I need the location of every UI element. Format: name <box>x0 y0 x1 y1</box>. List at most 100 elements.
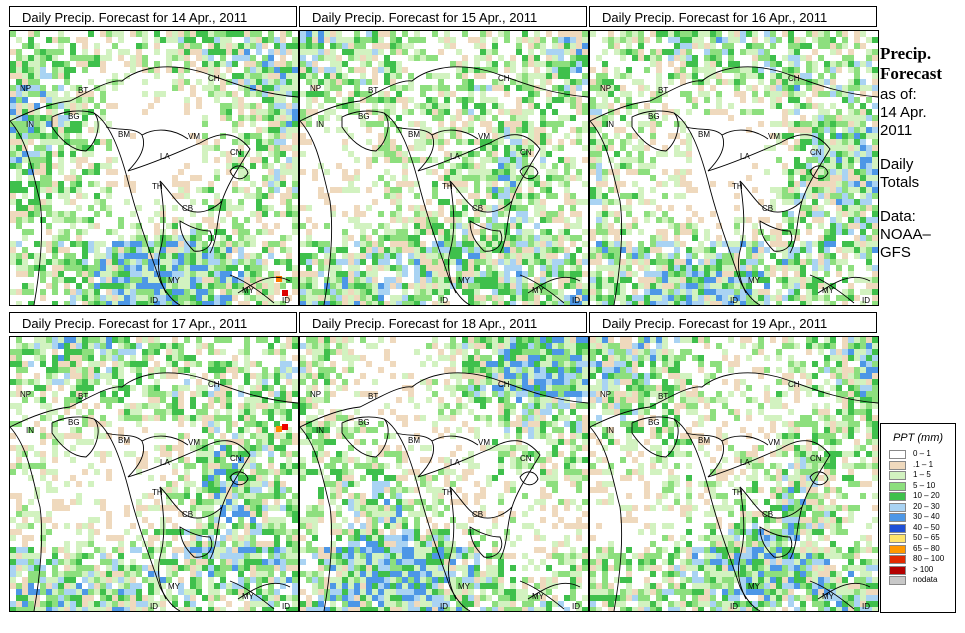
precip-cell <box>414 259 420 265</box>
precip-cell <box>274 133 280 139</box>
precip-cell <box>830 199 836 205</box>
precip-cell <box>324 253 330 259</box>
precip-cell <box>190 421 196 427</box>
precip-cell <box>710 247 716 253</box>
precip-cell <box>390 235 396 241</box>
precip-cell <box>366 295 372 301</box>
precip-cell <box>462 235 468 241</box>
precip-cell <box>46 241 52 247</box>
precip-cell <box>800 241 806 247</box>
precip-cell <box>564 253 570 259</box>
precip-cell <box>818 175 824 181</box>
precip-cell <box>82 355 88 361</box>
precip-cell <box>558 67 564 73</box>
precip-cell <box>360 97 366 103</box>
precip-cell <box>82 295 88 301</box>
precip-cell <box>516 127 522 133</box>
precip-cell <box>360 49 366 55</box>
precip-cell <box>462 151 468 157</box>
precip-cell <box>318 43 324 49</box>
precip-cell <box>590 133 596 139</box>
precip-cell <box>166 31 172 37</box>
precip-cell <box>450 91 456 97</box>
precip-cell <box>620 259 626 265</box>
precip-cell <box>608 259 614 265</box>
precip-cell <box>782 193 788 199</box>
precip-cell <box>836 205 842 211</box>
precip-cell <box>686 283 692 289</box>
precip-cell <box>172 67 178 73</box>
precip-cell <box>88 223 94 229</box>
precip-cell <box>644 199 650 205</box>
precip-cell <box>286 247 292 253</box>
precip-cell <box>262 229 268 235</box>
precip-cell <box>668 289 674 295</box>
precip-cell <box>570 79 576 85</box>
precip-cell <box>384 31 390 37</box>
precip-cell <box>88 343 94 349</box>
precip-cell <box>76 205 82 211</box>
precip-cell <box>558 97 564 103</box>
precip-cell <box>510 217 516 223</box>
precip-field <box>590 31 878 305</box>
precip-cell <box>540 211 546 217</box>
precip-cell <box>656 247 662 253</box>
precip-cell <box>184 385 190 391</box>
precip-cell <box>142 247 148 253</box>
precip-cell <box>576 103 582 109</box>
precip-cell <box>504 205 510 211</box>
precip-cell <box>546 181 552 187</box>
precip-cell <box>76 289 82 295</box>
precip-cell <box>692 43 698 49</box>
precip-cell <box>52 391 58 397</box>
precip-cell <box>274 181 280 187</box>
precip-cell <box>372 247 378 253</box>
precip-cell <box>806 139 812 145</box>
precip-cell <box>486 49 492 55</box>
precip-cell <box>540 289 546 295</box>
precip-cell <box>244 61 250 67</box>
precip-cell <box>250 157 256 163</box>
precip-cell <box>528 169 534 175</box>
precip-cell <box>312 97 318 103</box>
precip-cell <box>602 223 608 229</box>
precip-cell <box>324 73 330 79</box>
precip-cell <box>16 271 22 277</box>
precip-cell <box>504 241 510 247</box>
precip-cell <box>848 127 854 133</box>
precip-cell <box>866 97 872 103</box>
precip-cell <box>154 391 160 397</box>
precip-cell <box>414 205 420 211</box>
precip-cell <box>232 475 238 481</box>
precip-cell <box>468 127 474 133</box>
precip-cell <box>590 151 596 157</box>
precip-cell <box>336 91 342 97</box>
precip-cell <box>734 217 740 223</box>
precip-cell <box>650 301 656 305</box>
precip-cell <box>190 265 196 271</box>
country-label-np: NP <box>20 84 31 93</box>
precip-cell <box>456 97 462 103</box>
precip-cell <box>256 151 262 157</box>
precip-cell <box>390 151 396 157</box>
precip-cell <box>432 85 438 91</box>
precip-cell <box>492 235 498 241</box>
precip-cell <box>486 127 492 133</box>
precip-cell <box>492 133 498 139</box>
precip-cell <box>330 43 336 49</box>
precip-cell <box>468 301 474 305</box>
precip-cell <box>468 97 474 103</box>
precip-cell <box>746 175 752 181</box>
precip-cell <box>396 277 402 283</box>
precip-cell <box>396 91 402 97</box>
precip-cell <box>214 31 220 37</box>
precip-cell <box>504 163 510 169</box>
precip-cell <box>106 31 112 37</box>
precip-cell <box>292 55 298 61</box>
precip-cell <box>596 127 602 133</box>
precip-cell <box>292 61 298 67</box>
precip-cell <box>16 151 22 157</box>
precip-cell <box>136 283 142 289</box>
precip-cell <box>136 295 142 301</box>
precip-cell <box>112 391 118 397</box>
